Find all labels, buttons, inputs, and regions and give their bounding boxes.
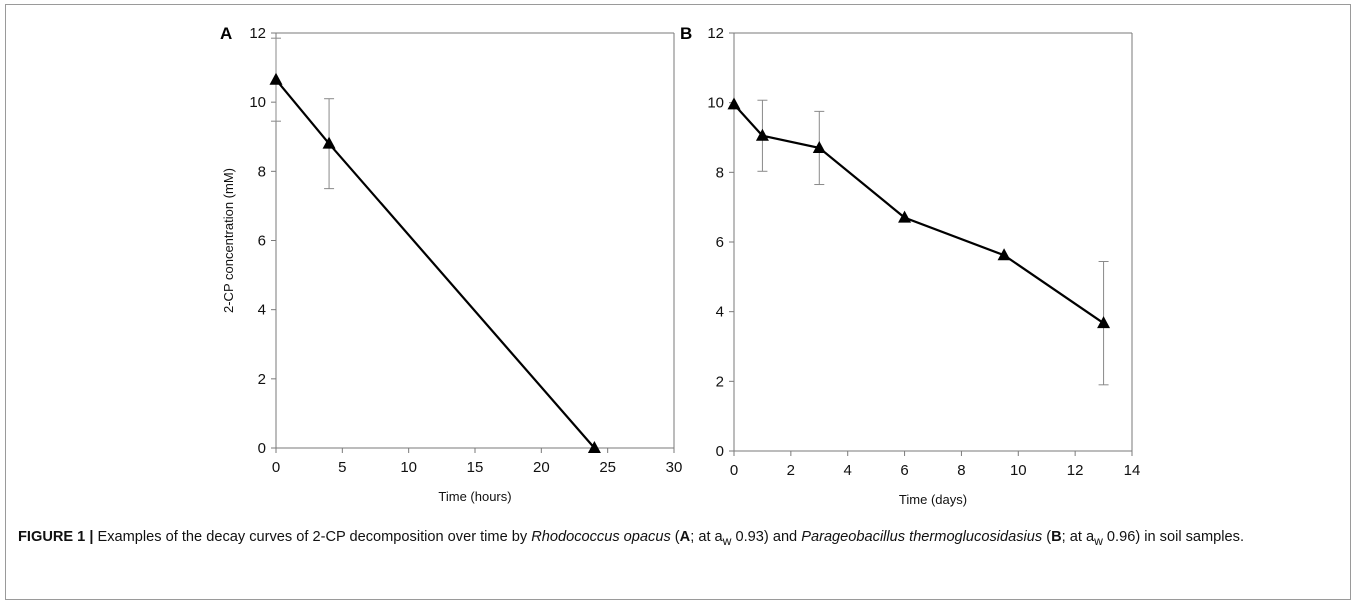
caption-sub-1: w (722, 533, 732, 548)
caption-species-1: Rhodococcus opacus (531, 529, 671, 545)
caption-ref-a: A (679, 529, 691, 545)
caption-text-6: ; at a (1061, 529, 1095, 545)
y-tick-label: 0 (258, 440, 266, 457)
x-tick-label: 0 (272, 459, 280, 476)
figure-frame (5, 4, 1351, 600)
caption-text-3: ; at a (690, 529, 723, 545)
y-tick-label: 6 (716, 234, 724, 251)
y-tick-label: 4 (258, 302, 266, 319)
y-tick-label: 12 (249, 25, 266, 42)
panel-a: 0 2 4 6 8 10 12 0 5 10 15 20 25 30 Time (hours) 2-CP co… (220, 24, 682, 504)
caption-text-5: ( (1042, 529, 1052, 545)
x-tick-label: 8 (957, 462, 965, 479)
data-point-marker (898, 210, 912, 223)
x-tick-label: 4 (844, 462, 852, 479)
caption-text-4: 0.93) and (731, 529, 802, 545)
x-tick-label: 5 (338, 459, 346, 476)
y-tick-label: 12 (707, 25, 724, 42)
y-tick-label: 2 (716, 373, 724, 390)
x-tick-label: 12 (1067, 462, 1084, 479)
x-tick-label: 20 (533, 459, 550, 476)
caption-label: FIGURE 1 | (18, 529, 94, 545)
y-axis-title: 2-CP concentration (mM) (221, 168, 236, 313)
x-axis-title: Time (days) (899, 492, 967, 507)
x-tick-label: 10 (400, 459, 417, 476)
caption-text-1: Examples of the decay curves of 2-CP dec… (93, 529, 532, 545)
y-tick-label: 0 (716, 443, 724, 460)
x-tick-label: 0 (730, 462, 738, 479)
x-tick-label: 6 (900, 462, 908, 479)
x-tick-label: 25 (599, 459, 616, 476)
caption-text-2: ( (670, 529, 680, 545)
data-point-marker (1097, 316, 1111, 329)
caption-sub-2: w (1094, 533, 1103, 548)
data-point-marker (269, 72, 283, 85)
y-tick-label: 10 (249, 94, 266, 111)
x-tick-label: 30 (666, 459, 683, 476)
x-tick-label: 15 (467, 459, 484, 476)
data-point-marker (322, 136, 336, 149)
data-point-marker (587, 441, 601, 453)
y-tick-label: 8 (258, 163, 266, 180)
y-tick-label: 4 (716, 304, 724, 321)
y-tick-label: 10 (707, 95, 724, 112)
data-point-marker (812, 140, 826, 153)
y-tick-label: 6 (258, 233, 266, 250)
figure-caption: FIGURE 1 | Examples of the decay curves … (18, 526, 1338, 552)
panel-b: 0 2 4 6 8 10 12 0 2 4 6 8 10 12 14 Time (days) B (680, 24, 1140, 507)
data-point-marker (755, 128, 769, 141)
panel-letter: A (220, 24, 232, 43)
data-point-marker (727, 97, 741, 110)
panel-letter: B (680, 24, 692, 43)
x-tick-label: 10 (1010, 462, 1027, 479)
y-tick-label: 2 (258, 371, 266, 388)
caption-species-2: Parageobacillus thermoglucosidasius (801, 529, 1043, 545)
x-tick-label: 2 (787, 462, 795, 479)
x-axis-title: Time (hours) (438, 489, 511, 504)
x-tick-label: 14 (1124, 462, 1141, 479)
y-tick-label: 8 (716, 164, 724, 181)
caption-text-7: 0.96) in soil samples. (1102, 529, 1245, 545)
series-line (275, 78, 596, 449)
caption-ref-b: B (1051, 529, 1062, 545)
series-line (733, 103, 1105, 325)
data-point-marker (997, 248, 1011, 261)
